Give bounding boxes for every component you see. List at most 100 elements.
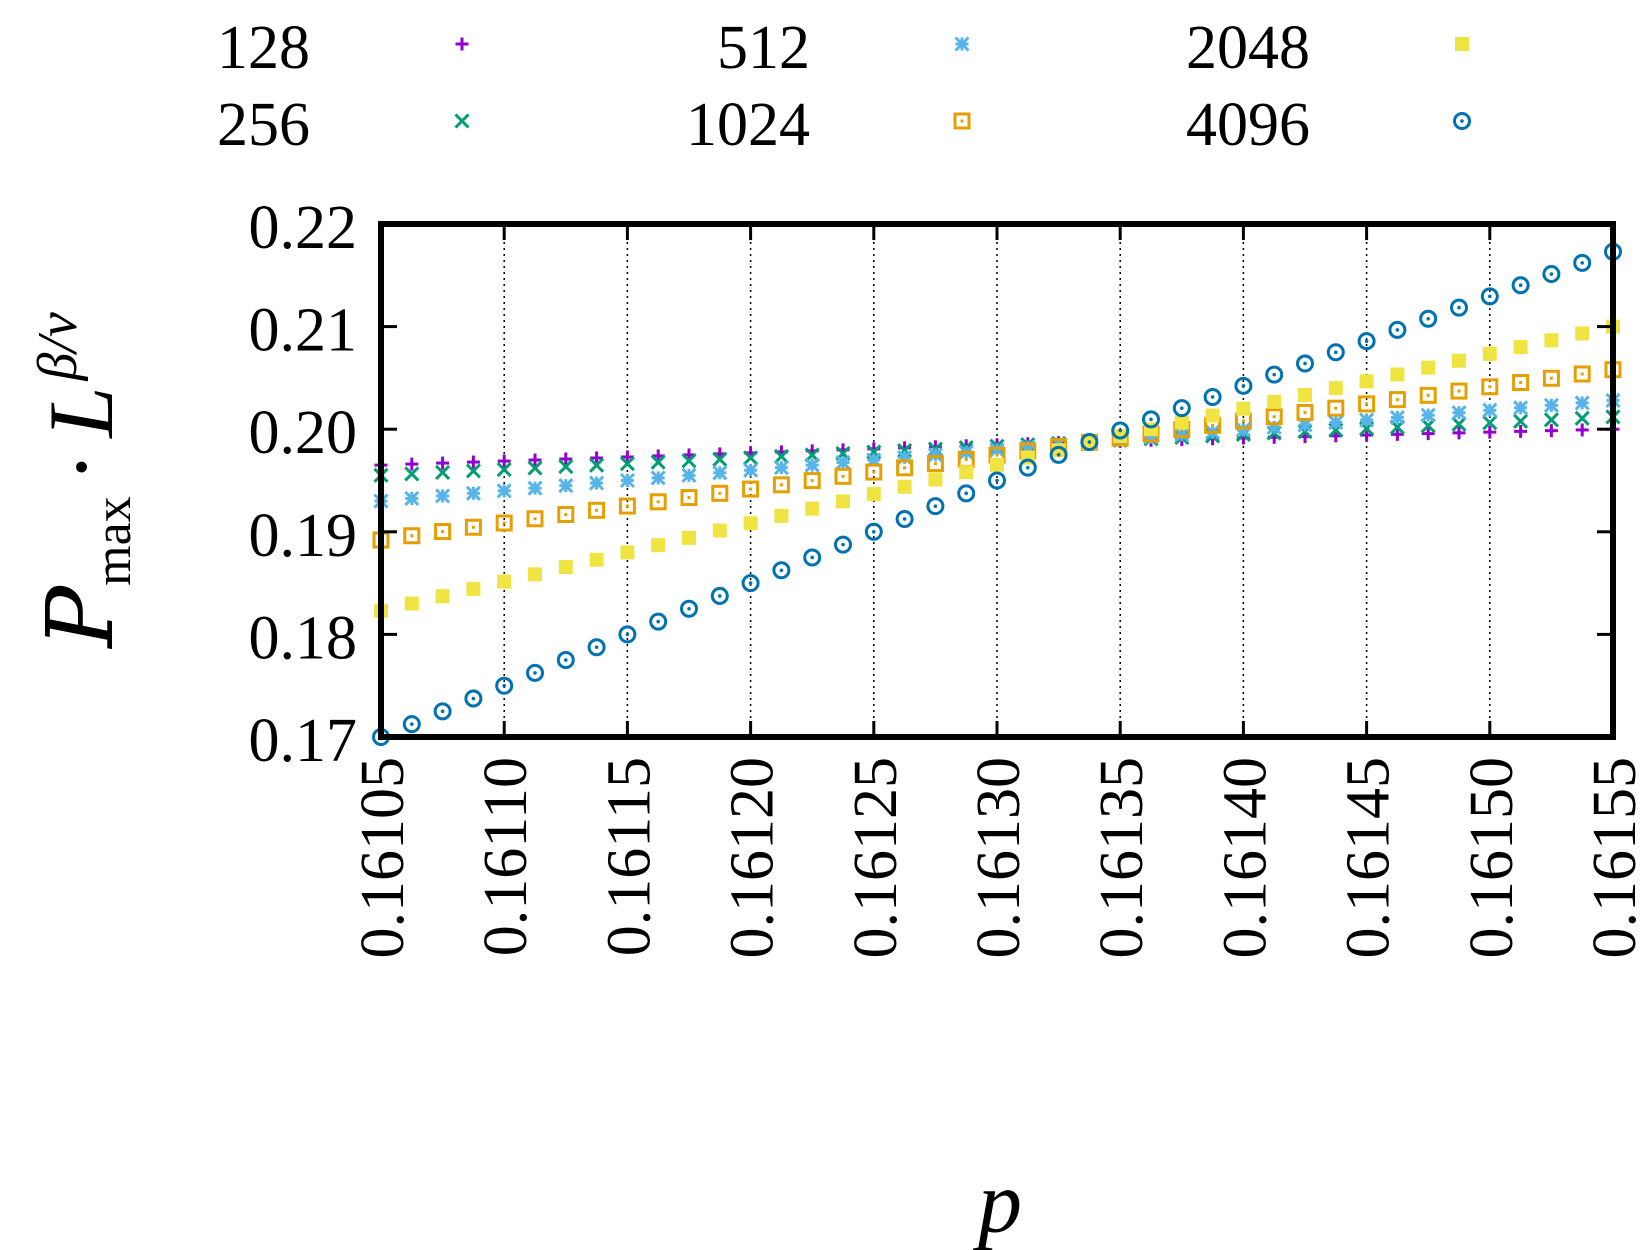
data-point: [1482, 415, 1498, 431]
data-point: [742, 480, 760, 498]
data-point: [589, 457, 605, 473]
y-tick-label: 0.19: [249, 502, 358, 570]
data-point: [465, 485, 481, 501]
data-point: [650, 470, 666, 486]
legend-label: 512: [717, 14, 810, 82]
legend-label: 1024: [686, 91, 810, 159]
data-point: [495, 676, 514, 695]
data-point: [1544, 333, 1559, 348]
data-point: [1111, 421, 1130, 440]
data-point: [1049, 445, 1068, 464]
data-point: [1512, 374, 1530, 392]
data-point: [741, 574, 760, 593]
series-4096: [372, 242, 1622, 746]
data-point: [926, 455, 944, 473]
data-point: [1388, 320, 1407, 339]
data-point: [1574, 395, 1590, 411]
data-point: [712, 451, 728, 467]
data-point: [526, 510, 544, 528]
legend-label: 4096: [1186, 91, 1310, 159]
data-point: [1513, 413, 1529, 429]
data-point: [1543, 397, 1559, 413]
y-label-L: L: [30, 387, 132, 440]
data-point: [864, 522, 883, 541]
data-point: [649, 612, 668, 631]
data-point: [1172, 399, 1191, 418]
data-point: [558, 478, 574, 494]
data-point: [1451, 416, 1467, 432]
data-point: [1296, 354, 1314, 373]
data-point: [497, 454, 511, 468]
data-point: [1450, 382, 1468, 400]
data-point: [1265, 365, 1284, 384]
data-point: [405, 457, 419, 471]
data-point: [618, 497, 636, 515]
data-point: [895, 509, 914, 528]
legend-marker: [454, 113, 470, 129]
data-point: [559, 452, 573, 466]
data-point: [1480, 287, 1499, 306]
legend-label: 128: [217, 14, 310, 82]
data-point: [588, 501, 606, 519]
data-point: [1388, 391, 1406, 409]
data-point: [465, 463, 481, 479]
data-point: [834, 467, 852, 485]
data-point: [1481, 378, 1499, 396]
data-point: [1267, 394, 1282, 409]
data-point: [557, 506, 575, 524]
data-point: [834, 535, 852, 554]
data-point: [558, 560, 573, 575]
y-tick-label: 0.18: [249, 604, 358, 672]
data-point: [558, 459, 574, 475]
data-point: [1542, 265, 1561, 284]
data-point: [1419, 309, 1438, 328]
x-tick-label: 0.16110: [472, 757, 540, 956]
data-point: [1390, 367, 1405, 382]
data-point: [1575, 423, 1589, 437]
legend-label: 256: [217, 91, 310, 159]
data-point: [1573, 365, 1591, 383]
data-point: [619, 472, 635, 489]
data-point: [403, 527, 421, 545]
x-tick-labels: 0.16105 0.16110 0.16115 0.16120 0.16125 0.161…: [349, 757, 1644, 959]
data-point: [619, 456, 635, 472]
data-point: [1205, 408, 1220, 423]
x-tick-label: 0.16120: [719, 757, 787, 959]
data-point: [404, 466, 420, 482]
data-point: [1174, 427, 1190, 443]
data-point: [835, 454, 851, 471]
data-point: [1359, 412, 1375, 428]
data-point: [620, 545, 635, 560]
data-point: [527, 480, 543, 496]
legend-marker: [954, 36, 970, 52]
data-point: [1326, 343, 1345, 362]
data-points: [372, 242, 1622, 746]
data-point: [1358, 395, 1376, 413]
data-point: [681, 467, 697, 483]
data-point: [464, 689, 483, 708]
y-tick-label: 0.17: [249, 707, 358, 775]
data-point: [743, 462, 759, 478]
data-point: [528, 567, 542, 582]
x-tick-label: 0.16115: [595, 757, 663, 956]
legend-marker: [455, 37, 469, 51]
data-point: [988, 471, 1006, 490]
data-point: [772, 476, 790, 494]
data-point: [402, 715, 421, 734]
series-512: [373, 392, 1621, 509]
data-point: [1575, 326, 1590, 341]
y-label-exponent: β/ν: [27, 312, 89, 381]
data-point: [618, 625, 637, 644]
data-point: [865, 463, 883, 481]
data-point: [1142, 410, 1160, 429]
data-point: [1236, 401, 1251, 416]
data-point: [1018, 458, 1037, 477]
legend-marker: [1455, 37, 1469, 51]
data-point: [990, 457, 1004, 472]
data-point: [404, 596, 419, 611]
grid-lines: [503, 224, 1491, 737]
data-point: [404, 490, 420, 507]
data-point: [803, 548, 822, 567]
x-tick-label: 0.16140: [1211, 757, 1279, 959]
